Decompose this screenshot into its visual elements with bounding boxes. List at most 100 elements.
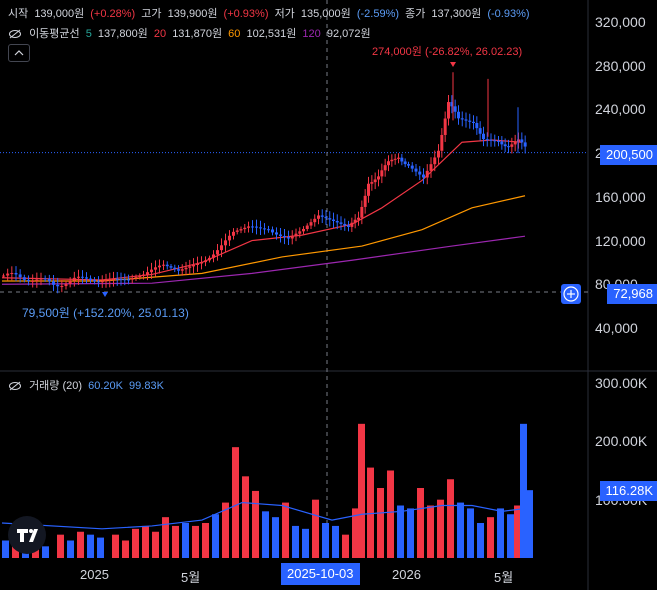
candle-body: [472, 121, 475, 124]
candle-body: [363, 195, 367, 207]
candle-body: [112, 278, 115, 280]
volume-bar: [162, 517, 169, 558]
tradingview-logo: [8, 516, 46, 554]
candle-body: [350, 222, 354, 227]
high-label: 고가: [141, 8, 162, 20]
candle-body: [22, 277, 26, 280]
volume-tick-label: 200.00K: [595, 433, 648, 450]
ma20-value: 131,870원: [172, 28, 223, 40]
candle-body: [108, 279, 112, 281]
candle-body: [283, 235, 286, 238]
volume-bar: [526, 490, 533, 558]
candle-body: [370, 182, 374, 184]
candle-body: [72, 277, 76, 281]
candle-body: [146, 272, 149, 275]
candle-body: [367, 183, 370, 196]
candle-body: [507, 146, 510, 148]
volume-bar: [242, 476, 249, 558]
close-change: (-0.93%): [487, 8, 530, 20]
candle-body: [89, 278, 92, 281]
candle-body: [154, 267, 157, 270]
candle-body: [478, 128, 482, 134]
add-alert-button[interactable]: [561, 284, 581, 304]
volume-bar: [222, 502, 229, 558]
volume-bar: [282, 502, 289, 558]
candle-body: [31, 280, 35, 282]
volume-bar: [417, 488, 424, 558]
ma-legend[interactable]: 이동평균선 5 137,800원 20 131,870원 60 102,531원…: [8, 25, 374, 41]
price-tick-label: 280,000: [595, 57, 646, 74]
candle-body: [360, 206, 364, 218]
candle-body: [142, 274, 145, 276]
low-value: 135,000원: [300, 8, 351, 20]
low-label: 저가: [274, 8, 295, 20]
candle-body: [390, 159, 394, 162]
candle-body: [275, 232, 278, 235]
candle-body: [43, 278, 47, 280]
candle-body: [169, 266, 173, 268]
candle-body: [503, 144, 507, 147]
candle-body: [259, 227, 262, 229]
candle-body: [317, 215, 320, 219]
volume-bar: [112, 534, 119, 558]
candle-body: [407, 164, 410, 166]
candle-body: [200, 262, 203, 264]
ma-label: 이동평균선: [29, 28, 80, 40]
candle-body: [279, 234, 282, 236]
volume-bar: [358, 423, 365, 558]
candle-body: [52, 281, 55, 285]
volume-bar: [212, 514, 219, 558]
volume-legend[interactable]: 거래량 (20) 60.20K 99.83K: [8, 377, 167, 393]
volume-bar: [332, 525, 339, 558]
low-annotation: 79,500원 (+152.20%, 25.01.13): [22, 306, 189, 320]
candle-body: [192, 264, 195, 267]
volume-bar: [252, 490, 259, 558]
candle-body: [414, 168, 418, 172]
candle-body: [263, 228, 266, 230]
candle-body: [104, 280, 108, 282]
ma60-period: 60: [228, 28, 241, 40]
candle-body: [196, 263, 199, 265]
ma5-value: 137,800원: [97, 28, 148, 40]
eye-off-icon[interactable]: [8, 28, 22, 40]
candle-body: [468, 120, 472, 122]
open-label: 시작: [8, 8, 29, 20]
candle-body: [302, 228, 305, 232]
candle-body: [85, 277, 88, 279]
candle-body: [64, 283, 68, 287]
candle-body: [347, 225, 350, 227]
close-label: 종가: [405, 8, 426, 20]
volume-label: 거래량 (20): [29, 380, 83, 392]
candle-body: [453, 106, 457, 112]
candle-body: [353, 219, 357, 223]
time-tick-label: 2025: [80, 567, 109, 582]
volume-bar: [437, 499, 444, 558]
close-value: 137,300원: [431, 8, 482, 20]
volume-bar: [172, 525, 179, 558]
volume-bar: [447, 479, 454, 558]
candle-body: [130, 278, 134, 280]
candle-body: [97, 281, 100, 283]
collapse-legend-button[interactable]: [8, 44, 30, 62]
price-tick-label: 40,000: [595, 320, 638, 336]
volume-bar: [152, 531, 159, 558]
ma60-value: 102,531원: [246, 28, 297, 40]
eye-off-icon[interactable]: [8, 380, 22, 392]
candle-body: [475, 123, 479, 129]
candle-body: [387, 161, 390, 166]
candle-body: [173, 267, 177, 270]
volume-bar: [487, 517, 494, 558]
candle-body: [464, 119, 468, 121]
volume-bar: [312, 499, 319, 558]
ma120-value: 92,072원: [326, 28, 371, 40]
candle-body: [433, 157, 437, 165]
volume-bar: [87, 534, 94, 558]
candle-body: [81, 276, 84, 278]
candle-body: [56, 284, 60, 287]
volume-bar: [132, 528, 139, 558]
candle-body: [513, 141, 517, 145]
high-change: (+0.93%): [223, 8, 269, 20]
candle-body: [235, 230, 239, 232]
plus-circle-icon: [563, 286, 579, 302]
